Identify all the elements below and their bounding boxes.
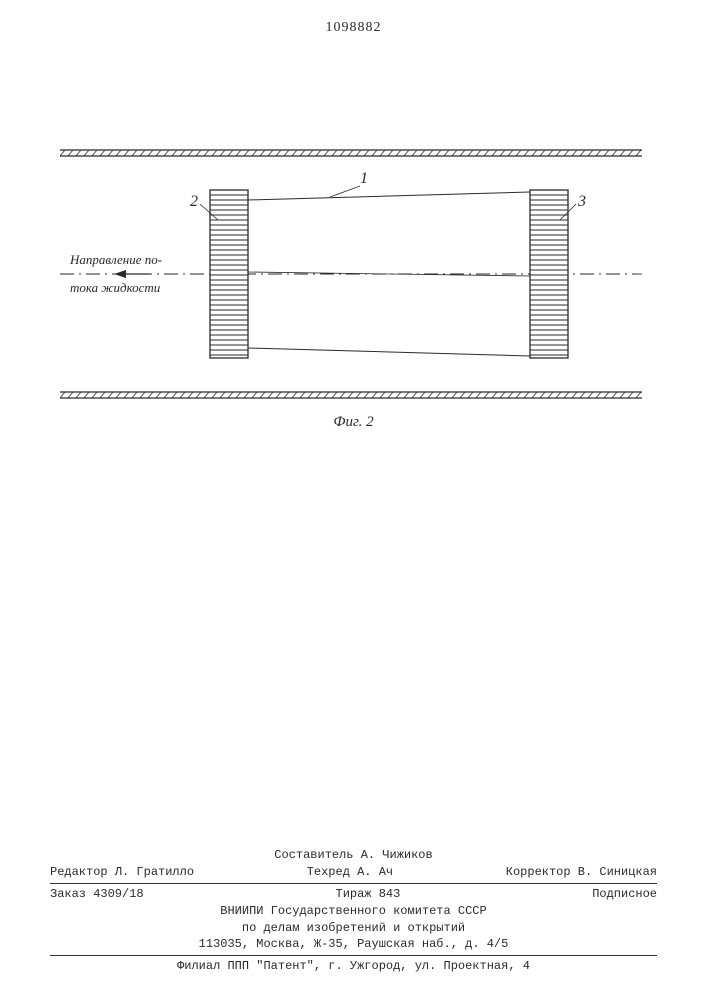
circulation: Тираж 843 <box>336 886 401 903</box>
branch-line: Филиал ППП "Патент", г. Ужгород, ул. Про… <box>50 958 657 975</box>
divider <box>50 955 657 956</box>
subscription: Подписное <box>592 886 657 903</box>
corrector: Корректор В. Синицкая <box>506 864 657 881</box>
svg-text:Направление по-: Направление по- <box>69 252 162 267</box>
editor: Редактор Л. Гратилло <box>50 864 194 881</box>
compiler-line: Составитель А. Чижиков <box>50 847 657 864</box>
figure-2: Направление по-тока жидкости 1 2 3 <box>60 148 642 408</box>
footer: Составитель А. Чижиков Редактор Л. Грати… <box>50 847 657 975</box>
figure-caption: Фиг. 2 <box>0 414 707 431</box>
svg-text:3: 3 <box>577 193 586 210</box>
address-line: 113035, Москва, Ж-35, Раушская наб., д. … <box>50 936 657 953</box>
org-line2: по делам изобретений и открытий <box>50 920 657 937</box>
order-row: Заказ 4309/18 Тираж 843 Подписное <box>50 886 657 903</box>
credits-row: Редактор Л. Гратилло Техред А. Ач Коррек… <box>50 864 657 881</box>
page: 1098882 Направление по-тока жидкости123 … <box>0 0 707 1000</box>
techred: Техред А. Ач <box>307 864 393 881</box>
org-line1: ВНИИПИ Государственного комитета СССР <box>50 903 657 920</box>
svg-text:2: 2 <box>190 193 198 210</box>
document-number: 1098882 <box>0 20 707 36</box>
figure-svg: Направление по-тока жидкости 1 2 3 <box>60 148 642 408</box>
divider <box>50 883 657 884</box>
order: Заказ 4309/18 <box>50 886 144 903</box>
svg-text:тока жидкости: тока жидкости <box>70 280 161 295</box>
svg-text:1: 1 <box>360 170 368 187</box>
